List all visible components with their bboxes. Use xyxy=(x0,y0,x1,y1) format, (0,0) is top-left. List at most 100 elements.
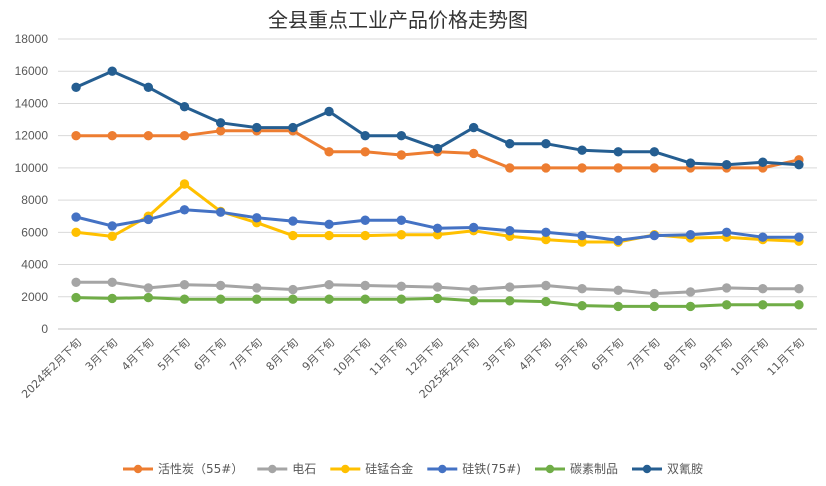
y-tick-label: 8000 xyxy=(21,193,48,207)
legend-marker xyxy=(268,464,277,474)
data-point xyxy=(396,150,407,160)
legend-marker xyxy=(545,464,555,474)
legend-item: 双氰胺 xyxy=(632,461,703,476)
legend-label: 硅铁(75#) xyxy=(462,462,521,476)
data-point xyxy=(143,283,154,293)
data-point xyxy=(143,130,154,141)
data-point xyxy=(107,277,117,287)
x-tick-label: 2025年2月下旬 xyxy=(416,335,482,401)
data-point xyxy=(432,223,443,234)
x-tick-label: 6月下旬 xyxy=(191,336,228,373)
data-point xyxy=(758,300,768,310)
data-point xyxy=(360,130,370,141)
data-point xyxy=(396,230,407,240)
data-point xyxy=(432,293,443,304)
data-point xyxy=(324,279,334,290)
data-point xyxy=(71,227,81,238)
x-tick-label: 10月下旬 xyxy=(331,336,373,378)
data-point xyxy=(649,288,660,299)
x-tick-label: 5月下旬 xyxy=(155,336,192,373)
y-tick-label: 6000 xyxy=(21,225,48,239)
data-point xyxy=(215,280,226,291)
data-point xyxy=(577,145,587,155)
data-point xyxy=(721,300,732,310)
data-point xyxy=(179,279,190,290)
data-point xyxy=(215,207,226,217)
data-point xyxy=(505,296,515,306)
data-point xyxy=(143,292,154,303)
data-point xyxy=(288,216,298,226)
data-point xyxy=(288,122,298,133)
data-point xyxy=(252,122,262,133)
data-point xyxy=(685,230,696,240)
data-point xyxy=(505,139,515,149)
x-axis: 2024年2月下旬3月下旬4月下旬5月下旬6月下旬7月下旬8月下旬9月下旬10月… xyxy=(18,335,807,401)
data-point xyxy=(143,214,154,225)
data-point xyxy=(613,301,623,312)
data-point xyxy=(71,82,81,93)
data-point xyxy=(649,163,660,173)
legend-marker xyxy=(438,464,447,474)
x-tick-label: 7月下旬 xyxy=(625,336,662,373)
y-tick-label: 18000 xyxy=(15,32,49,46)
chart-title: 全县重点工业产品价格走势图 xyxy=(268,8,528,32)
data-point xyxy=(107,293,117,304)
data-point xyxy=(794,232,804,242)
data-point xyxy=(396,130,407,141)
x-tick-label: 3月下旬 xyxy=(83,336,120,373)
y-tick-label: 14000 xyxy=(15,96,49,110)
x-tick-label: 11月下旬 xyxy=(765,336,807,378)
data-point xyxy=(252,294,262,304)
series-6 xyxy=(71,66,804,170)
data-point xyxy=(758,232,768,242)
data-point xyxy=(215,118,226,128)
data-point xyxy=(505,282,515,292)
data-point xyxy=(613,285,623,296)
data-point xyxy=(324,147,334,157)
data-point xyxy=(505,226,515,236)
data-point xyxy=(179,294,190,304)
data-point xyxy=(252,283,262,293)
data-point xyxy=(324,219,334,229)
x-tick-label: 3月下旬 xyxy=(480,336,517,373)
data-point xyxy=(107,130,117,141)
legend-label: 活性炭（55#） xyxy=(158,462,243,476)
y-tick-label: 4000 xyxy=(21,258,48,272)
data-point xyxy=(505,163,515,173)
data-point xyxy=(468,296,479,306)
series-5 xyxy=(71,292,804,312)
y-tick-label: 0 xyxy=(41,322,48,336)
data-point xyxy=(107,221,117,231)
data-point xyxy=(288,294,298,304)
data-point xyxy=(71,212,81,222)
series-2 xyxy=(71,277,804,299)
x-tick-label: 7月下旬 xyxy=(227,336,264,373)
y-tick-label: 12000 xyxy=(15,129,49,143)
data-point xyxy=(432,143,443,154)
data-point xyxy=(396,281,407,292)
y-axis: 0 2000 4000 6000 8000 10000 12000 14000 16000 180… xyxy=(15,32,49,336)
data-point xyxy=(758,284,768,294)
data-point xyxy=(107,231,117,242)
data-point xyxy=(577,230,587,241)
data-point xyxy=(468,284,479,295)
x-tick-label: 10月下旬 xyxy=(728,336,770,378)
data-point xyxy=(577,300,587,311)
x-tick-label: 2024年2月下旬 xyxy=(18,335,84,401)
legend-label: 碳素制品 xyxy=(570,462,618,476)
x-tick-label: 4月下旬 xyxy=(517,336,554,373)
data-point xyxy=(541,163,551,173)
data-point xyxy=(432,282,443,292)
data-point xyxy=(613,163,623,173)
y-tick-label: 16000 xyxy=(15,64,49,78)
data-point xyxy=(468,222,479,233)
data-point xyxy=(794,159,804,170)
data-point xyxy=(613,147,623,157)
data-point xyxy=(613,235,623,246)
legend-item: 硅锰合金 xyxy=(330,461,413,476)
y-tick-label: 10000 xyxy=(15,161,49,175)
data-point xyxy=(541,280,551,291)
data-point xyxy=(179,205,190,215)
data-point xyxy=(360,147,370,157)
legend-label: 电石 xyxy=(292,462,316,476)
